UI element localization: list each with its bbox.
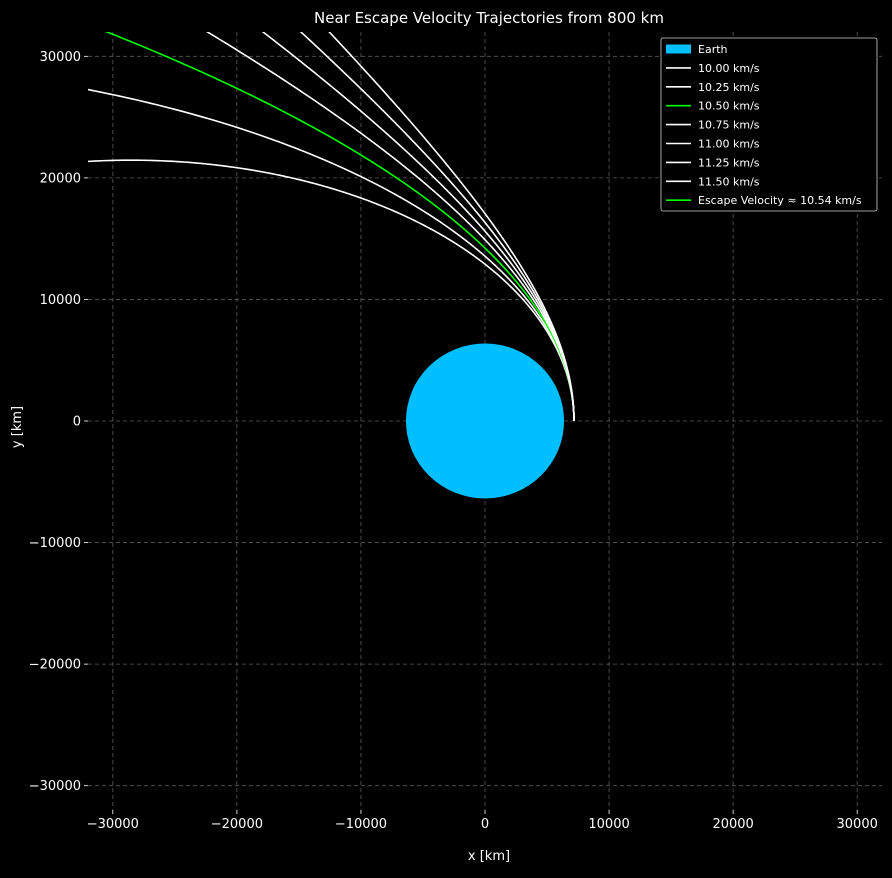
legend-entry-label: Earth bbox=[698, 43, 728, 56]
y-tick-label: 20000 bbox=[40, 171, 81, 186]
x-tick-label: 10000 bbox=[588, 817, 629, 832]
earth-disc bbox=[405, 343, 565, 499]
x-axis-label: x [km] bbox=[468, 849, 510, 864]
chart-title: Near Escape Velocity Trajectories from 8… bbox=[314, 9, 664, 27]
trajectory-line-6 bbox=[328, 32, 575, 421]
legend: Earth 10.00 km/s 10.25 km/s 10.50 km/s 10.75… bbox=[660, 37, 878, 212]
legend-entry-label: 10.00 km/s bbox=[698, 62, 760, 75]
y-tick-label: 0 bbox=[73, 415, 81, 430]
legend-entry-label: Escape Velocity ≈ 10.54 km/s bbox=[698, 194, 862, 207]
y-tick-label: 10000 bbox=[40, 293, 81, 308]
trajectory-series bbox=[88, 32, 575, 422]
y-tick-label: −30000 bbox=[29, 779, 81, 794]
legend-entry-label: 10.75 km/s bbox=[698, 119, 760, 132]
x-tick-label: −20000 bbox=[211, 817, 263, 832]
legend-box bbox=[660, 37, 878, 212]
legend-entry-label: 11.00 km/s bbox=[698, 138, 760, 151]
x-tick-label: 20000 bbox=[712, 817, 753, 832]
legend-entry-label: 10.25 km/s bbox=[698, 81, 760, 94]
x-tick-label: 30000 bbox=[837, 817, 878, 832]
y-axis-label: y [km] bbox=[10, 406, 25, 448]
y-tick-label: −20000 bbox=[29, 658, 81, 673]
x-tick-label: 0 bbox=[481, 817, 489, 832]
legend-entry-label: 10.50 km/s bbox=[698, 100, 760, 113]
legend-entry-label: 11.25 km/s bbox=[698, 156, 760, 169]
x-tick-label: −10000 bbox=[335, 817, 387, 832]
legend-entry-label: 11.50 km/s bbox=[698, 175, 760, 188]
x-tick-label: −30000 bbox=[87, 817, 139, 832]
y-tick-label: −10000 bbox=[29, 536, 81, 551]
y-tick-label: 30000 bbox=[40, 50, 81, 65]
earth-layer bbox=[405, 343, 565, 499]
legend-swatch-earth bbox=[666, 44, 691, 54]
tick-labels: −30000 −20000 −10000 0 10000 20000 30000 −30000… bbox=[29, 50, 878, 832]
